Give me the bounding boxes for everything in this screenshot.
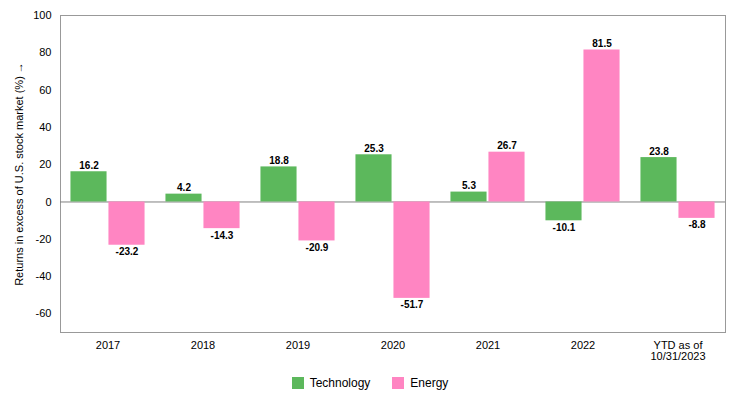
svg-text:81.5: 81.5 [592,38,612,49]
svg-text:26.7: 26.7 [497,140,517,151]
svg-text:16.2: 16.2 [79,160,99,171]
svg-text:40: 40 [39,121,51,133]
svg-text:2017: 2017 [96,339,120,351]
svg-text:0: 0 [45,195,51,207]
svg-text:-23.2: -23.2 [116,246,139,257]
svg-text:-60: -60 [36,307,52,319]
html-text:Technology: Technology [309,376,371,390]
svg-text:-14.3: -14.3 [211,230,234,241]
svg-text:23.8: 23.8 [649,146,669,157]
svg-text:25.3: 25.3 [364,143,384,154]
svg-text:80: 80 [39,46,51,58]
svg-text:2019: 2019 [286,339,310,351]
svg-text:-10.1: -10.1 [553,222,576,233]
svg-text:-20: -20 [36,233,52,245]
svg-text:2021: 2021 [476,339,500,351]
svg-text:-20.9: -20.9 [306,242,329,253]
svg-text:20: 20 [39,158,51,170]
svg-text:4.2: 4.2 [177,182,191,193]
svg-text:YTD as of10/31/2023: YTD as of10/31/2023 [650,339,705,362]
svg-text:100: 100 [33,9,51,21]
svg-text:-40: -40 [36,270,52,282]
svg-text:2018: 2018 [191,339,215,351]
html-text:Energy: Energy [410,376,449,390]
svg-text:2020: 2020 [381,339,405,351]
svg-text:-8.8: -8.8 [688,219,706,230]
svg-text:60: 60 [39,84,51,96]
svg-text:-51.7: -51.7 [401,299,424,310]
svg-text:Returns in excess of U.S. stoc: Returns in excess of U.S. stock market (… [13,62,25,286]
svg-text:2022: 2022 [571,339,595,351]
svg-text:5.3: 5.3 [462,180,476,191]
svg-text:18.8: 18.8 [269,155,289,166]
